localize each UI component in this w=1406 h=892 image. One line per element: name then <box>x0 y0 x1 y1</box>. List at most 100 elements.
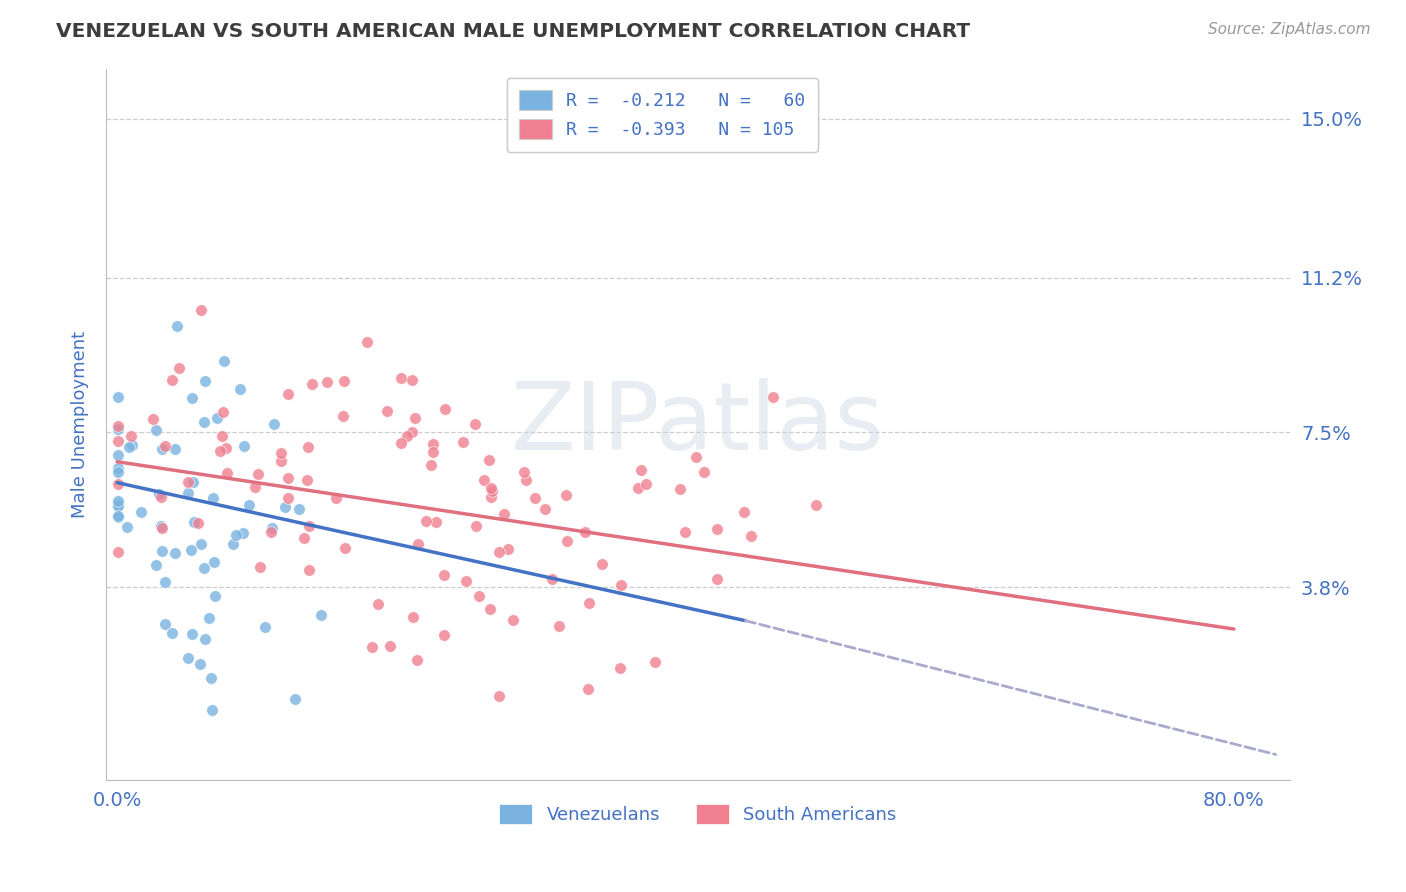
Point <box>107 508 129 523</box>
Point <box>180 543 202 558</box>
Point <box>356 334 378 349</box>
Point <box>107 509 129 524</box>
Point <box>389 436 412 450</box>
Point <box>202 555 225 569</box>
Point <box>204 590 226 604</box>
Point <box>129 505 152 519</box>
Point <box>107 460 129 475</box>
Point <box>740 529 762 543</box>
Point <box>153 439 176 453</box>
Point <box>367 598 389 612</box>
Point <box>454 574 477 588</box>
Point <box>277 387 299 401</box>
Point <box>160 626 183 640</box>
Point <box>315 375 337 389</box>
Point <box>263 417 285 432</box>
Point <box>254 620 277 634</box>
Point <box>121 438 143 452</box>
Point <box>190 657 212 671</box>
Point <box>166 319 188 334</box>
Point <box>211 428 233 442</box>
Point <box>578 596 600 610</box>
Point <box>453 435 475 450</box>
Point <box>190 303 212 318</box>
Point <box>150 521 173 535</box>
Point <box>205 410 228 425</box>
Point <box>229 382 252 396</box>
Point <box>107 422 129 436</box>
Point <box>260 521 283 535</box>
Point <box>118 441 141 455</box>
Point <box>142 412 165 426</box>
Point <box>277 491 299 506</box>
Point <box>177 486 200 500</box>
Point <box>402 610 425 624</box>
Point <box>301 376 323 391</box>
Point <box>433 567 456 582</box>
Point <box>806 498 828 512</box>
Point <box>591 557 613 571</box>
Point <box>630 463 652 477</box>
Point <box>153 574 176 589</box>
Point <box>177 475 200 489</box>
Point <box>153 617 176 632</box>
Point <box>479 481 502 495</box>
Point <box>468 590 491 604</box>
Point <box>609 660 631 674</box>
Point <box>541 572 564 586</box>
Point <box>693 465 716 479</box>
Point <box>150 490 173 504</box>
Point <box>193 632 215 646</box>
Point <box>277 470 299 484</box>
Point <box>297 564 319 578</box>
Legend: Venezuelans, South Americans: Venezuelans, South Americans <box>489 793 907 835</box>
Point <box>488 545 510 559</box>
Point <box>107 466 129 480</box>
Text: ZIPatlas: ZIPatlas <box>510 378 884 470</box>
Point <box>215 441 238 455</box>
Point <box>401 425 423 439</box>
Point <box>165 546 187 560</box>
Point <box>200 671 222 685</box>
Point <box>496 541 519 556</box>
Point <box>636 477 658 491</box>
Point <box>194 374 217 388</box>
Point <box>165 442 187 457</box>
Point <box>408 536 430 550</box>
Point <box>145 423 167 437</box>
Point <box>478 453 501 467</box>
Point <box>270 446 292 460</box>
Point <box>685 450 707 465</box>
Point <box>295 473 318 487</box>
Point <box>375 403 398 417</box>
Point <box>762 391 785 405</box>
Point <box>415 514 437 528</box>
Point <box>225 528 247 542</box>
Point <box>419 458 441 472</box>
Point <box>160 374 183 388</box>
Point <box>548 619 571 633</box>
Point <box>274 500 297 514</box>
Point <box>706 522 728 536</box>
Point <box>190 537 212 551</box>
Point <box>292 531 315 545</box>
Point <box>534 502 557 516</box>
Point <box>311 607 333 622</box>
Point <box>524 491 547 505</box>
Point <box>284 692 307 706</box>
Text: VENEZUELAN VS SOUTH AMERICAN MALE UNEMPLOYMENT CORRELATION CHART: VENEZUELAN VS SOUTH AMERICAN MALE UNEMPL… <box>56 22 970 41</box>
Point <box>389 371 412 385</box>
Point <box>107 448 129 462</box>
Point <box>238 498 260 512</box>
Point <box>644 655 666 669</box>
Point <box>214 353 236 368</box>
Point <box>247 467 270 482</box>
Point <box>183 516 205 530</box>
Point <box>401 374 423 388</box>
Point <box>107 419 129 434</box>
Point <box>215 466 238 480</box>
Point <box>145 558 167 572</box>
Y-axis label: Male Unemployment: Male Unemployment <box>72 331 89 517</box>
Point <box>150 442 173 457</box>
Point <box>360 640 382 654</box>
